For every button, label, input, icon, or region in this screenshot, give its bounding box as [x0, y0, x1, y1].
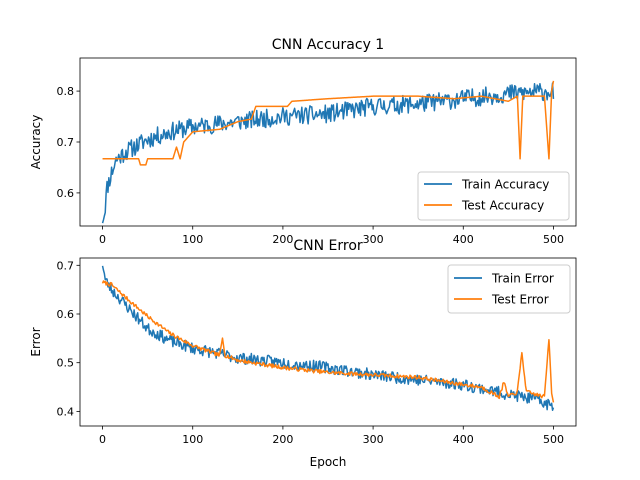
accuracy-series-line-train — [101, 82, 555, 224]
error-legend-label-train: Train Error — [491, 272, 554, 286]
accuracy-y-axis-label: Accuracy — [29, 115, 43, 170]
accuracy-y-tick-label: 0.6 — [57, 187, 75, 200]
accuracy-y-tick-label: 0.7 — [57, 136, 75, 149]
accuracy-series-layer — [101, 80, 555, 224]
error-x-tick-label: 400 — [453, 433, 474, 446]
accuracy-chart-title: CNN Accuracy 1 — [272, 37, 384, 53]
accuracy-series-line-test — [102, 80, 555, 166]
accuracy-x-tick-label: 400 — [453, 233, 474, 246]
accuracy-axes-frame — [79, 57, 577, 227]
error-legend: Train Error Test Error — [447, 264, 571, 314]
error-x-tick-label: 500 — [543, 433, 564, 446]
accuracy-legend-box — [417, 171, 570, 221]
accuracy-x-tick-label: 100 — [182, 233, 203, 246]
error-x-tick-label: 300 — [363, 433, 384, 446]
error-y-tick-label: 0.4 — [57, 405, 75, 418]
error-x-axis-label: Epoch — [310, 455, 347, 469]
error-y-tick-label: 0.6 — [57, 308, 75, 321]
error-y-tick-label: 0.5 — [57, 357, 75, 370]
accuracy-subplot: CNN Accuracy 1 0 100 200 300 400 500 0.6 0.7 0.8… — [29, 37, 577, 246]
error-legend-label-test: Test Error — [491, 293, 549, 307]
accuracy-x-tick-label: 500 — [543, 233, 564, 246]
error-x-tick-label: 0 — [99, 433, 106, 446]
error-x-tick-label: 200 — [272, 433, 293, 446]
error-x-tick-label: 100 — [182, 433, 203, 446]
accuracy-legend: Train Accuracy Test Accuracy — [417, 171, 570, 221]
error-y-tick-label: 0.7 — [57, 259, 75, 272]
error-axes-frame — [79, 257, 577, 427]
error-y-axis-label: Error — [29, 327, 43, 356]
error-series-line-test — [101, 280, 555, 403]
accuracy-y-tick-label: 0.8 — [57, 85, 75, 98]
accuracy-ticks-layer: 0 100 200 300 400 500 0.6 0.7 0.8 — [57, 85, 564, 246]
accuracy-x-tick-label: 0 — [99, 233, 106, 246]
accuracy-x-tick-label: 200 — [272, 233, 293, 246]
error-legend-box — [447, 264, 571, 314]
error-ticks-layer: 0 100 200 300 400 500 0.4 0.5 0.6 0.7 — [57, 259, 564, 446]
accuracy-legend-label-train: Train Accuracy — [461, 178, 549, 192]
accuracy-legend-label-test: Test Accuracy — [461, 199, 544, 213]
accuracy-x-tick-label: 300 — [363, 233, 384, 246]
error-subplot: 0 100 200 300 400 500 0.4 0.5 0.6 0.7 CNN Error E… — [29, 238, 577, 469]
error-series-layer — [101, 265, 555, 411]
error-chart-title: CNN Error — [293, 238, 363, 254]
